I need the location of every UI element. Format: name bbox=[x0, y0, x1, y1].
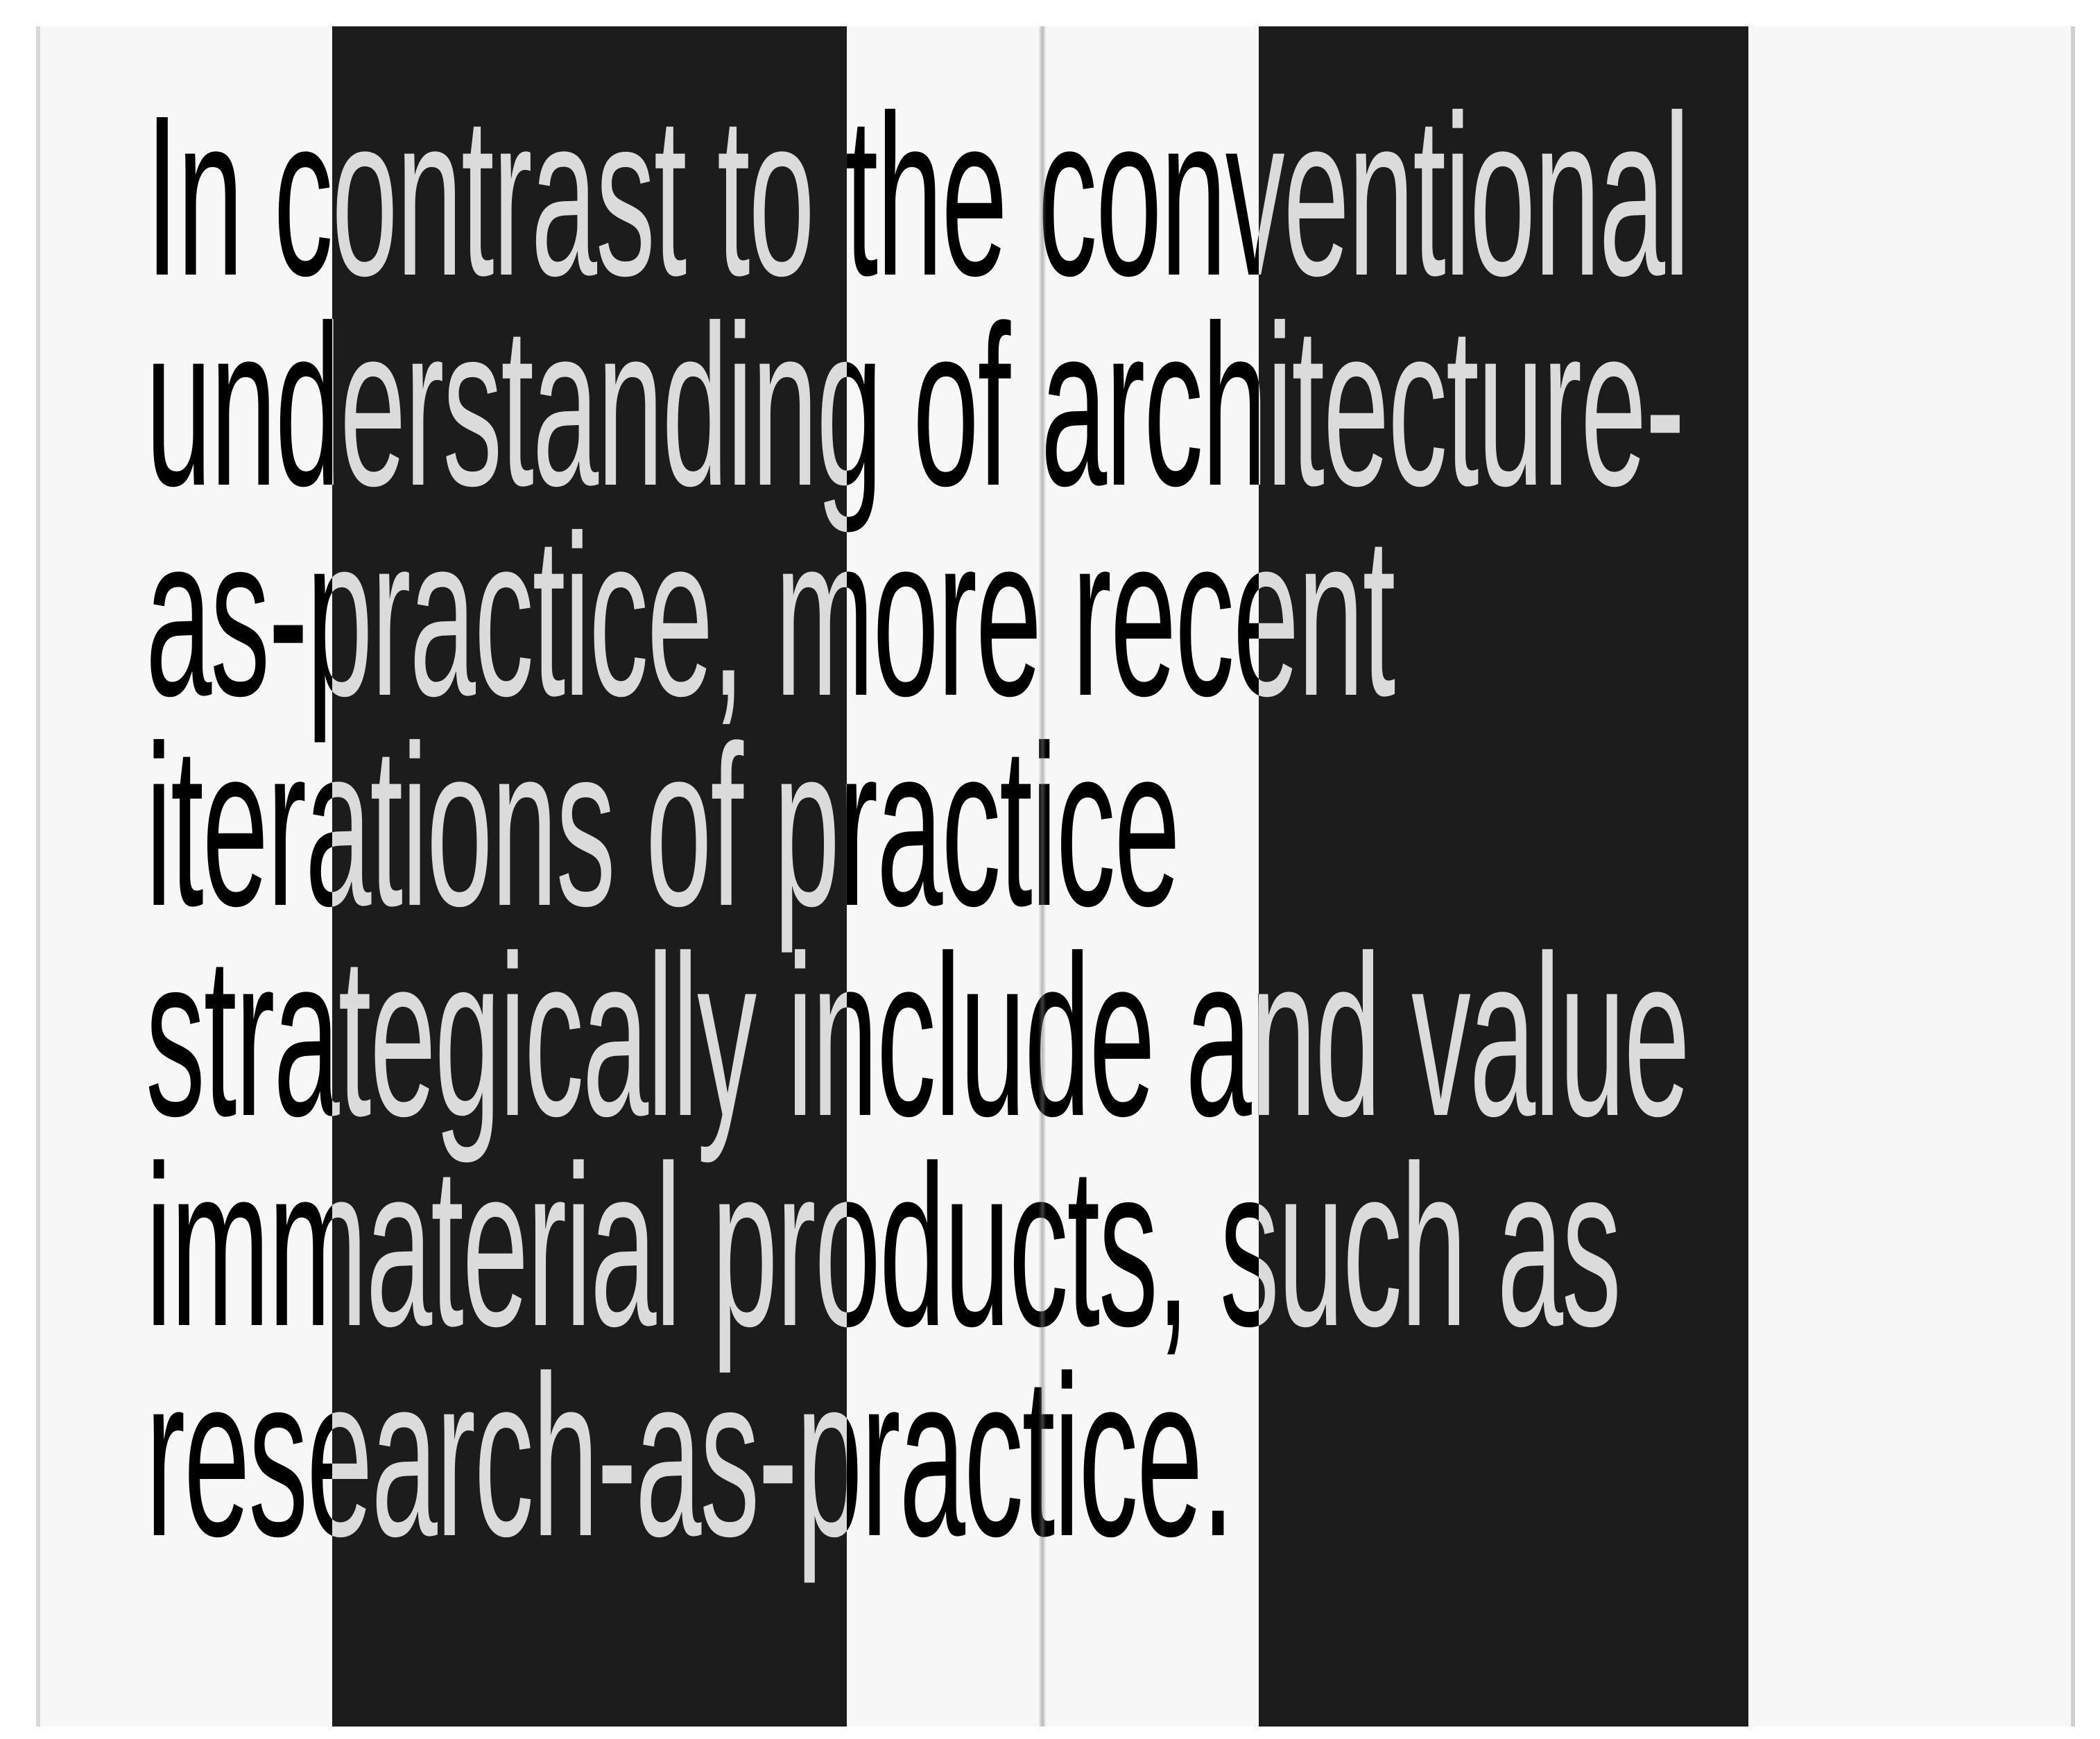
black-stripe bbox=[1259, 26, 1748, 1727]
quote-line: immaterial products, such as bbox=[146, 1118, 1621, 1374]
quote-line: as-practice, more recent bbox=[146, 487, 1395, 743]
black-stripe bbox=[332, 26, 847, 1727]
quote-line: understanding of architecture- bbox=[146, 277, 1685, 533]
gutter bbox=[1039, 26, 1046, 1727]
book-spread: In contrast to the conventional understa… bbox=[40, 26, 2071, 1727]
quote-line: strategically include and value bbox=[146, 908, 1690, 1163]
quote-line: In contrast to the conventional bbox=[146, 67, 1690, 323]
quote-line: iterations of practice bbox=[146, 698, 1180, 953]
quote-line: research-as-practice. bbox=[146, 1328, 1234, 1584]
quote: In contrast to the conventional understa… bbox=[146, 67, 2071, 1584]
